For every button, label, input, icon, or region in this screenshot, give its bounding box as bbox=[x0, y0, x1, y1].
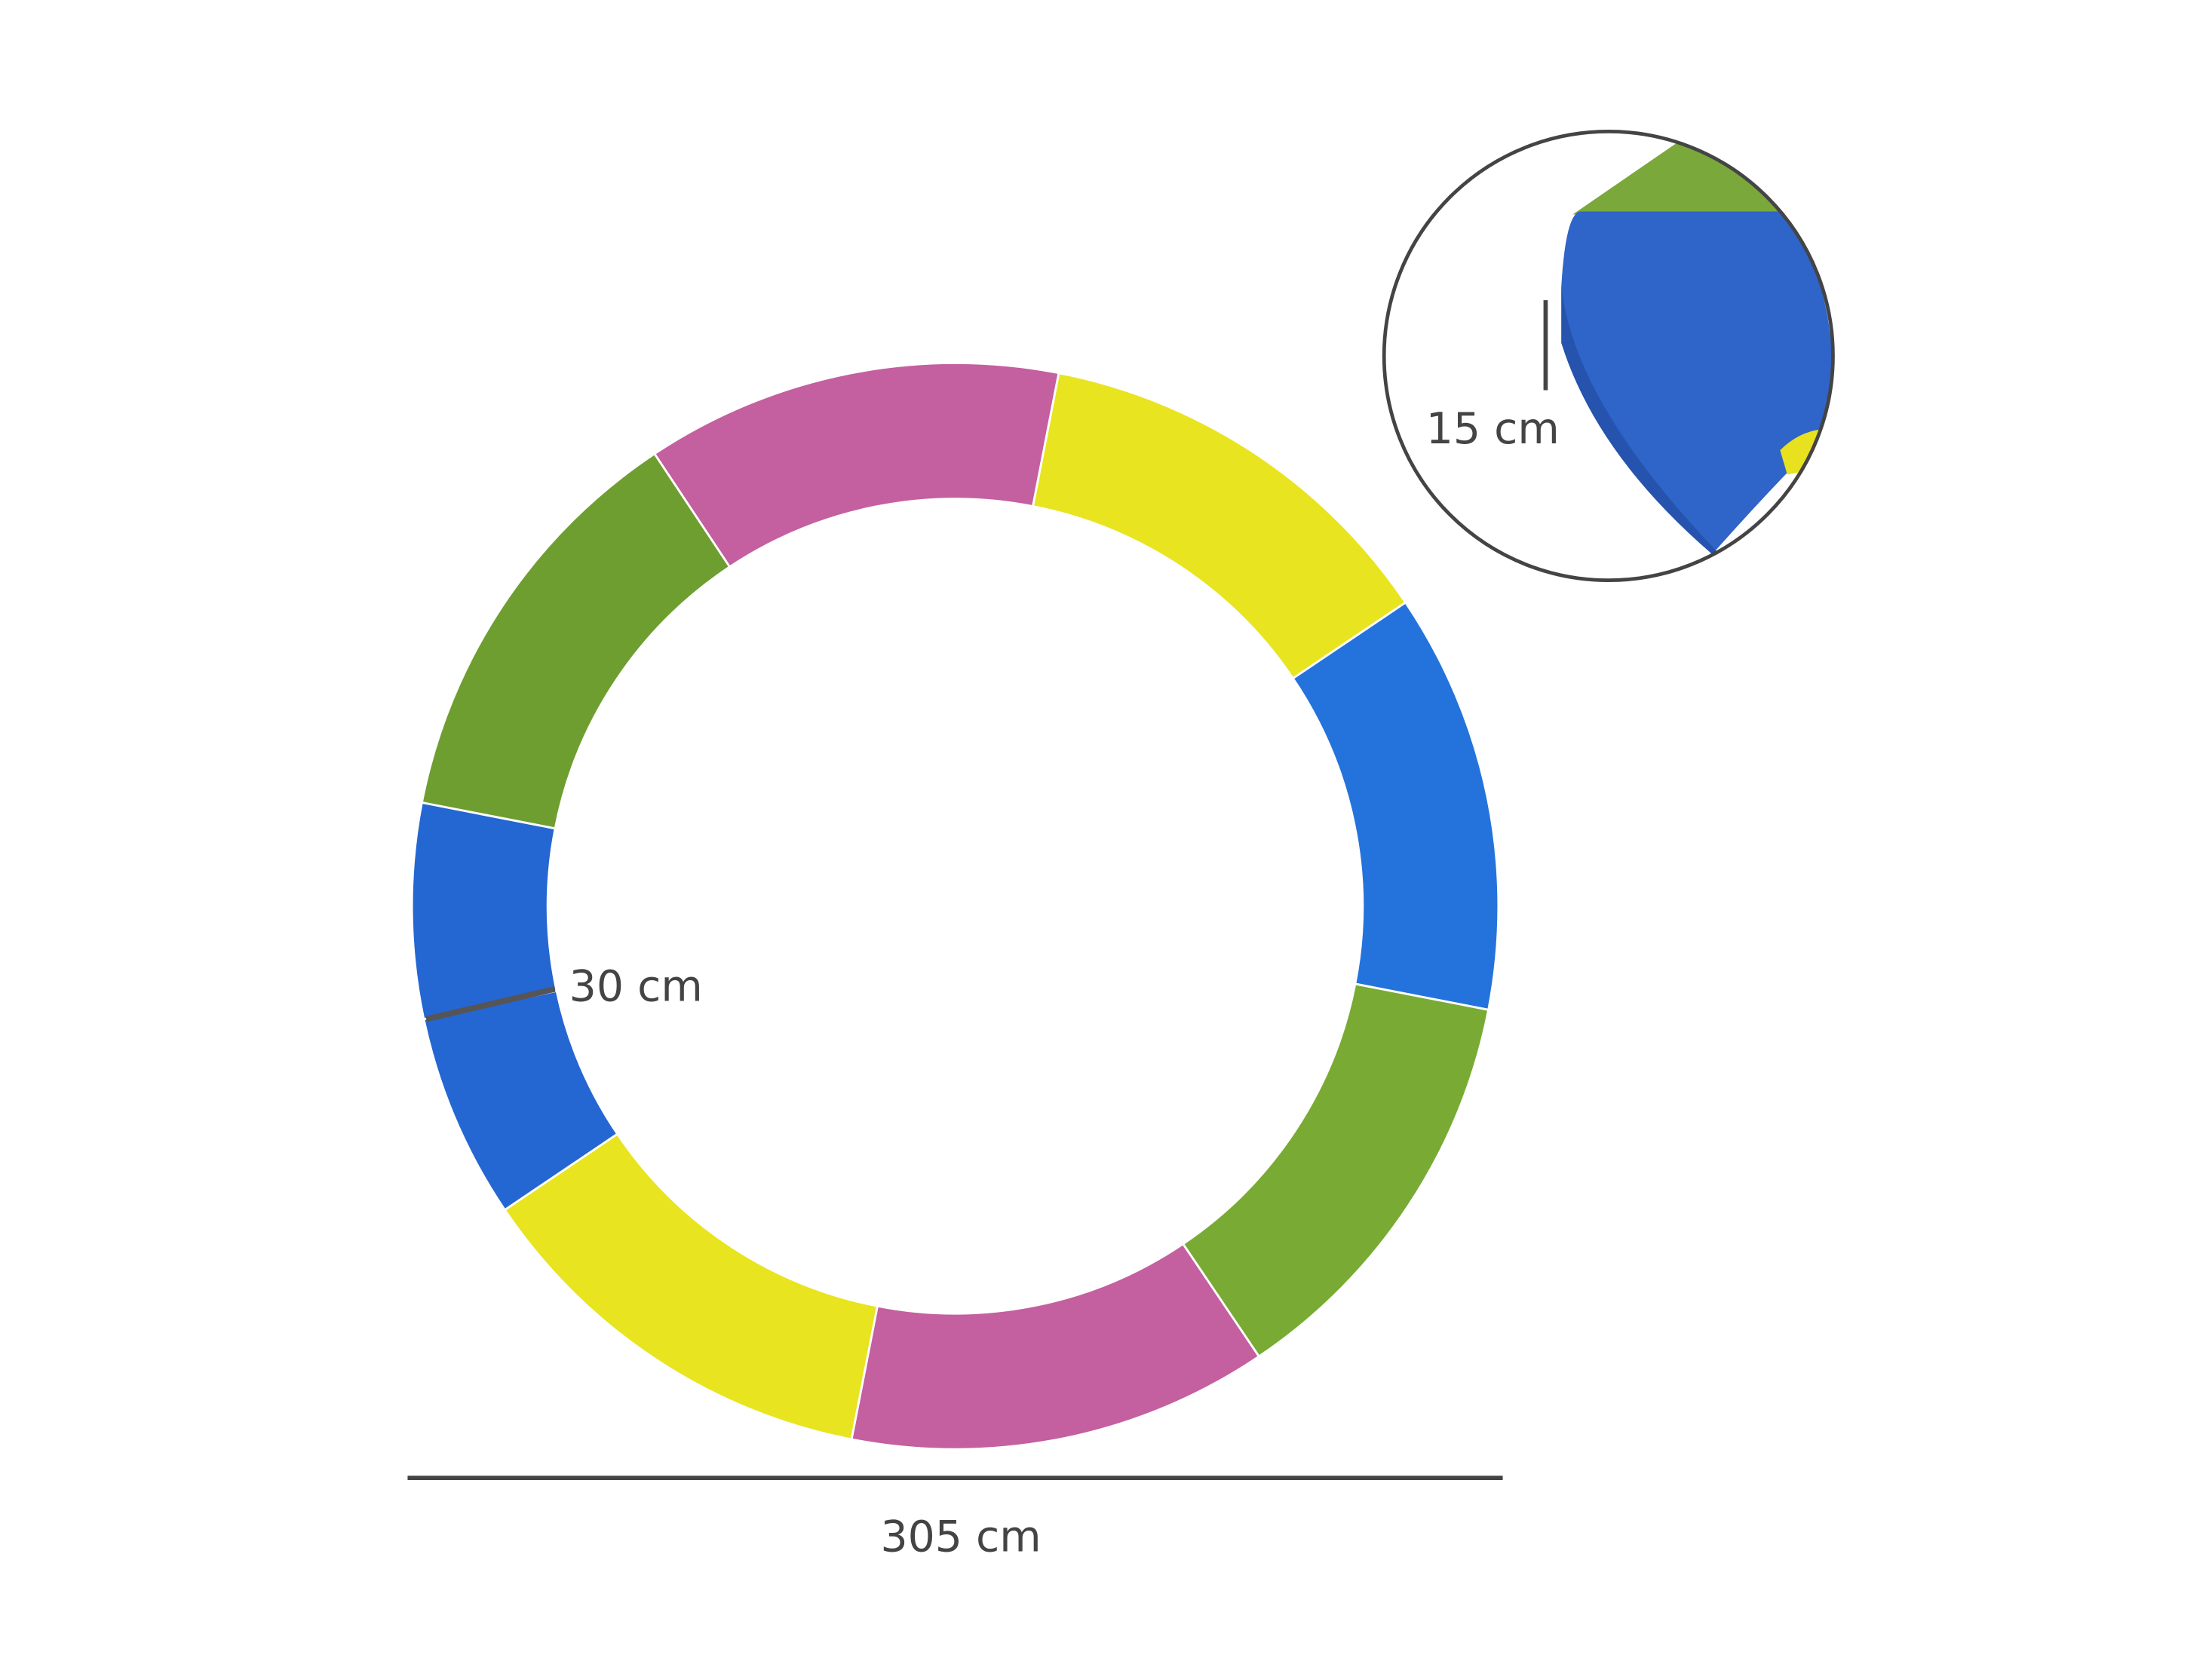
ring-segment bbox=[652, 362, 1060, 569]
ring-segment bbox=[503, 1132, 879, 1441]
diameter-label: 305 cm bbox=[880, 1512, 1041, 1561]
ring bbox=[410, 362, 1500, 1451]
thickness-label: 15 cm bbox=[1426, 404, 1560, 454]
ring-segment bbox=[1031, 372, 1407, 680]
inset-border bbox=[1382, 130, 1835, 583]
ring-segment bbox=[420, 452, 732, 830]
ring-segment bbox=[1291, 601, 1500, 1011]
inset bbox=[1382, 130, 1835, 583]
ring-segment bbox=[1181, 982, 1490, 1359]
inset-blue bbox=[1561, 211, 1832, 550]
width-label: 30 cm bbox=[569, 961, 703, 1011]
ring-segment bbox=[410, 801, 558, 1021]
ring-segment bbox=[850, 1242, 1261, 1451]
width-line bbox=[425, 986, 556, 1022]
